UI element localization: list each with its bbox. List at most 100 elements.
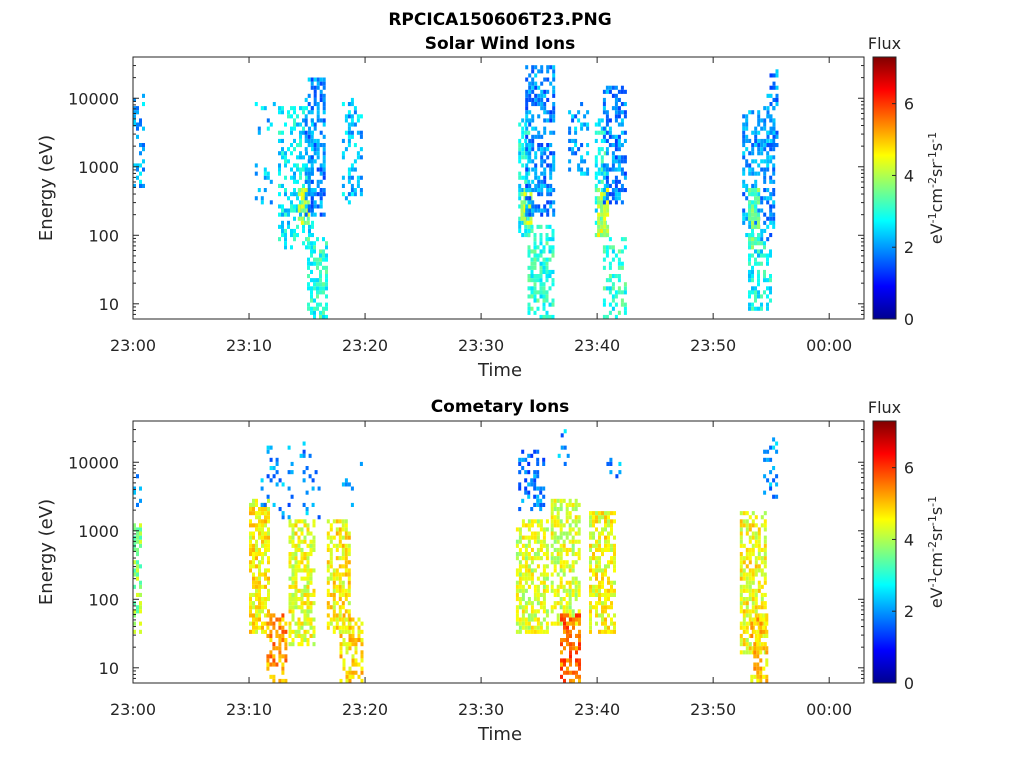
spectrogram-cell: [518, 171, 522, 176]
spectrogram-cell: [610, 556, 613, 561]
spectrogram-cell: [515, 568, 519, 573]
spectrogram-cell: [565, 588, 569, 593]
spectrogram-cell: [772, 192, 776, 197]
spectrogram-cell: [322, 143, 326, 148]
spectrogram-cell: [551, 278, 555, 283]
spectrogram-cell: [589, 547, 592, 552]
spectrogram-cell: [281, 482, 285, 487]
spectrogram-cell: [536, 539, 540, 544]
spectrogram-cell: [536, 494, 540, 499]
spectrogram-cell: [571, 502, 575, 507]
spectrogram-cell: [772, 188, 776, 193]
spectrogram-cell: [530, 228, 534, 233]
spectrogram-cell: [313, 282, 316, 287]
spectrogram-cell: [748, 592, 752, 597]
spectrogram-cell: [548, 237, 552, 242]
spectrogram-cell: [311, 224, 314, 229]
spectrogram-cell: [515, 592, 519, 597]
spectrogram-cell: [608, 274, 612, 279]
spectrogram-cell: [745, 605, 749, 610]
spectrogram-cell: [249, 568, 252, 573]
spectrogram-cell: [775, 130, 779, 135]
spectrogram-cell: [598, 601, 601, 606]
spectrogram-cell: [568, 502, 572, 507]
spectrogram-cell: [763, 269, 766, 274]
spectrogram-cell: [300, 204, 304, 209]
spectrogram-cell: [281, 654, 285, 659]
spectrogram-cell: [524, 457, 528, 462]
spectrogram-cell: [264, 552, 267, 557]
spectrogram-cell: [757, 114, 761, 119]
spectrogram-cell: [310, 138, 314, 143]
spectrogram-cell: [742, 629, 746, 634]
spectrogram-cell: [562, 572, 566, 577]
spectrogram-cell: [524, 580, 528, 585]
spectrogram-cell: [360, 642, 364, 647]
spectrogram-cell: [772, 478, 776, 483]
x-tick-label: 23:10: [226, 336, 272, 355]
spectrogram-cell: [319, 196, 323, 201]
spectrogram-cell: [249, 601, 252, 606]
spectrogram-cell: [565, 519, 569, 524]
spectrogram-cell: [258, 625, 261, 630]
spectrogram-cell: [272, 678, 276, 683]
spectrogram-cell: [760, 151, 764, 156]
spectrogram-cell: [294, 588, 298, 593]
spectrogram-cell: [344, 196, 348, 201]
panel-title: Cometary Ions: [431, 397, 570, 417]
spectrogram-cell: [297, 625, 301, 630]
spectrogram-cell: [763, 241, 766, 246]
spectrogram-cell: [775, 494, 779, 499]
spectrogram-cell: [319, 261, 322, 266]
y-tick-label: 1000: [78, 158, 119, 177]
spectrogram-cell: [341, 605, 345, 610]
spectrogram-cell: [313, 200, 317, 205]
spectrogram-cell: [611, 298, 615, 303]
spectrogram-cell: [339, 654, 343, 659]
spectrogram-cell: [537, 93, 541, 98]
spectrogram-cell: [742, 556, 746, 561]
spectrogram-cell: [600, 147, 604, 152]
spectrogram-cell: [623, 102, 627, 107]
spectrogram-cell: [252, 621, 255, 626]
spectrogram-cell: [601, 576, 604, 581]
spectrogram-cell: [760, 143, 764, 148]
spectrogram-cell: [759, 633, 763, 638]
spectrogram-cell: [765, 650, 769, 655]
spectrogram-cell: [275, 461, 279, 466]
spectrogram-cell: [261, 601, 264, 606]
spectrogram-cell: [534, 175, 538, 180]
spectrogram-cell: [278, 237, 281, 242]
spectrogram-cell: [297, 621, 301, 626]
spectrogram-cell: [617, 310, 621, 315]
spectrogram-cell: [525, 208, 529, 213]
spectrogram-cell: [551, 269, 555, 274]
spectrogram-cell: [291, 539, 295, 544]
spectrogram-cell: [766, 278, 769, 283]
spectrogram-cell: [527, 490, 531, 495]
spectrogram-cell: [267, 568, 270, 573]
spectrogram-cell: [523, 188, 527, 193]
spectrogram-cell: [608, 118, 612, 123]
spectrogram-cell: [521, 143, 525, 148]
spectrogram-cell: [310, 269, 313, 274]
spectrogram-cell: [527, 564, 531, 569]
spectrogram-cell: [329, 592, 333, 597]
spectrogram-cell: [319, 314, 322, 319]
spectrogram-cell: [757, 188, 760, 193]
spectrogram-cell: [527, 617, 531, 622]
spectrogram-cell: [325, 274, 328, 279]
spectrogram-cell: [568, 592, 572, 597]
spectrogram-cell: [556, 507, 560, 512]
spectrogram-cell: [536, 584, 540, 589]
spectrogram-cell: [600, 163, 604, 168]
spectrogram-cell: [542, 605, 546, 610]
spectrogram-cell: [278, 192, 281, 197]
spectrogram-cell: [537, 147, 541, 152]
spectrogram-cell: [594, 175, 598, 180]
spectrogram-cell: [533, 237, 537, 242]
spectrogram-cell: [258, 597, 261, 602]
spectrogram-cell: [133, 613, 136, 618]
spectrogram-cell: [548, 269, 552, 274]
spectrogram-cell: [602, 249, 606, 254]
